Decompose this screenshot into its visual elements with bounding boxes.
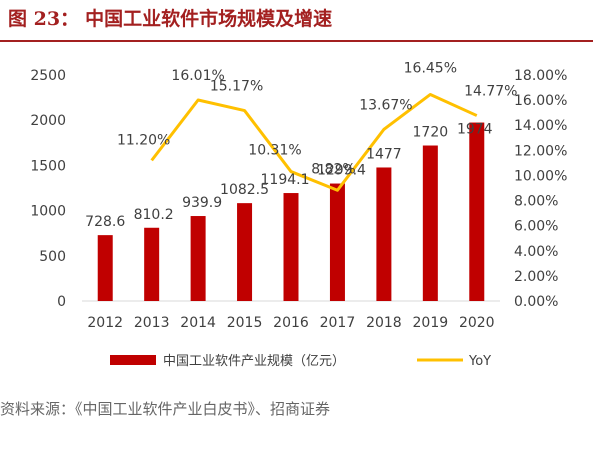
right-axis-tick-label: 14.00% (514, 118, 567, 134)
bar (329, 183, 345, 301)
bar (469, 122, 485, 301)
right-axis-tick-label: 12.00% (514, 143, 567, 159)
bar-value-label: 1194.1 (261, 172, 310, 188)
right-axis-tick-label: 8.00% (514, 194, 558, 210)
x-axis-tick-label: 2019 (413, 315, 449, 331)
yoy-value-label: 8.82% (311, 161, 355, 177)
bar-value-label: 1299.4 (317, 163, 366, 179)
bar-value-label: 1082.5 (220, 182, 269, 198)
right-axis-tick-label: 16.00% (514, 93, 567, 109)
yoy-value-label: 16.45% (404, 60, 457, 76)
left-axis-tick-label: 1500 (30, 158, 66, 174)
bar-value-label: 810.2 (134, 207, 174, 223)
right-axis-tick-label: 10.00% (514, 168, 567, 184)
bar (237, 203, 253, 301)
bar (283, 193, 299, 301)
bar-value-label: 728.6 (85, 214, 125, 230)
legend-line-label: YoY (468, 354, 491, 369)
right-axis-tick-label: 0.00% (514, 294, 558, 310)
left-axis-tick-label: 2500 (30, 68, 66, 84)
left-axis-tick-label: 0 (57, 294, 66, 310)
figure-number: 图 23： (8, 8, 80, 30)
x-axis-tick-label: 2020 (459, 315, 495, 331)
chart-title: 中国工业软件市场规模及增速 (85, 8, 333, 30)
legend-bar-swatch (110, 355, 156, 365)
left-axis-tick-label: 500 (39, 249, 66, 265)
bar-value-label: 1974 (457, 122, 493, 138)
legend-bar-label: 中国工业软件产业规模（亿元） (163, 354, 345, 369)
bar-value-label: 939.9 (182, 195, 222, 211)
x-axis-tick-label: 2016 (273, 315, 309, 331)
right-axis-tick-label: 4.00% (514, 244, 558, 260)
x-axis-tick-label: 2015 (227, 315, 263, 331)
source-note: 资料来源：《中国工业软件产业白皮书》、招商证券 (0, 400, 331, 418)
x-axis-tick-label: 2012 (87, 315, 123, 331)
yoy-value-label: 14.77% (464, 84, 517, 100)
bar (422, 145, 438, 301)
x-axis-tick-label: 2018 (366, 315, 402, 331)
yoy-value-label: 16.01% (171, 68, 224, 84)
yoy-series-line (150, 92, 478, 192)
right-axis-tick-label: 2.00% (514, 269, 558, 285)
yoy-value-label: 10.31% (248, 143, 301, 159)
right-axis-tick-label: 18.00% (514, 68, 567, 84)
yoy-value-label: 13.67% (359, 97, 412, 113)
yoy-value-label: 11.20% (117, 132, 170, 148)
yoy-value-label: 15.17% (210, 79, 263, 95)
bar (190, 216, 206, 301)
bar-value-label: 1720 (413, 125, 449, 141)
left-axis-tick-label: 1000 (30, 204, 66, 220)
bar (97, 235, 113, 301)
title-divider (0, 40, 593, 42)
figure-title: 图 23： 中国工业软件市场规模及增速 (8, 4, 338, 31)
bar (376, 167, 392, 301)
left-axis-tick-label: 2000 (30, 113, 66, 129)
x-axis-tick-label: 2013 (134, 315, 170, 331)
bar (144, 227, 160, 301)
x-axis-tick-label: 2014 (180, 315, 216, 331)
bar-value-label: 1477 (366, 146, 402, 162)
x-axis-tick-label: 2017 (320, 315, 356, 331)
right-axis-tick-label: 6.00% (514, 219, 558, 235)
